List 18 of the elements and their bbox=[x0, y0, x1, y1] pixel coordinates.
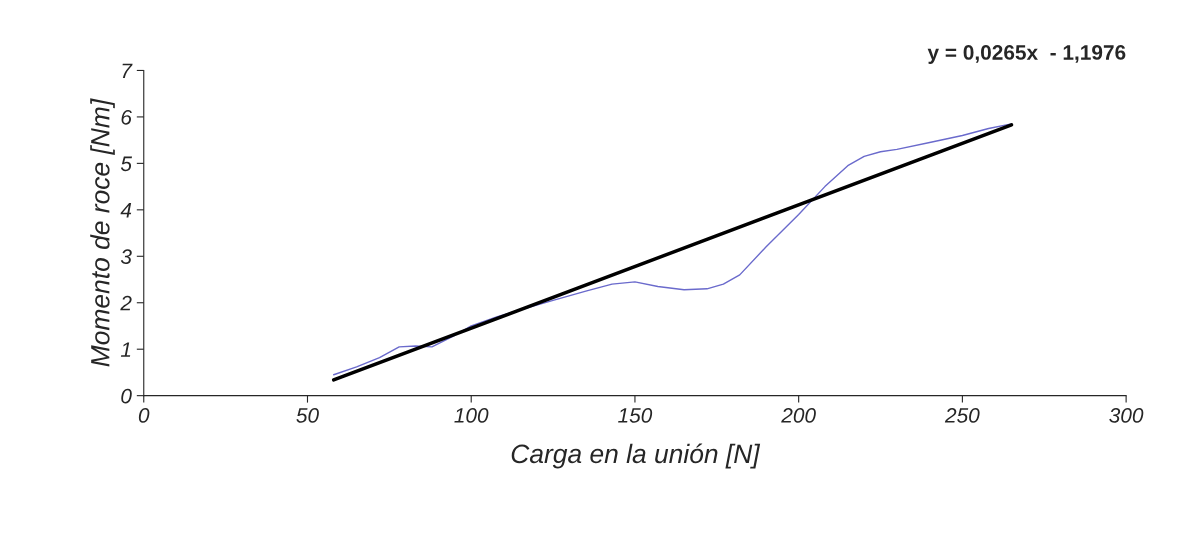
y-tick-label: 3 bbox=[120, 249, 132, 265]
y-tick-label: 0 bbox=[121, 388, 132, 404]
y-tick-label: 5 bbox=[120, 156, 133, 172]
x-axis-title: Carga en la unión [N] bbox=[511, 443, 761, 469]
x-tick-label: 250 bbox=[944, 408, 980, 423]
x-tick-label: 200 bbox=[781, 408, 816, 423]
y-tick-label: 6 bbox=[121, 109, 132, 125]
x-tick-label: 300 bbox=[1109, 408, 1144, 423]
text: y = 0,0265x - 1,1976 bbox=[927, 45, 1126, 64]
y-tick-label: 4 bbox=[120, 203, 132, 218]
x-tick-label: 150 bbox=[618, 408, 653, 423]
x-tick-label: 0 bbox=[138, 408, 150, 423]
y-axis-title: Momento de roce [Nm] bbox=[90, 98, 115, 367]
y-tick-label: 1 bbox=[120, 342, 131, 357]
y-tick-label: 7 bbox=[122, 63, 133, 79]
y-tick-label: 2 bbox=[120, 295, 132, 311]
x-tick-label: 50 bbox=[296, 408, 319, 423]
x-tick-label: 100 bbox=[454, 408, 489, 423]
